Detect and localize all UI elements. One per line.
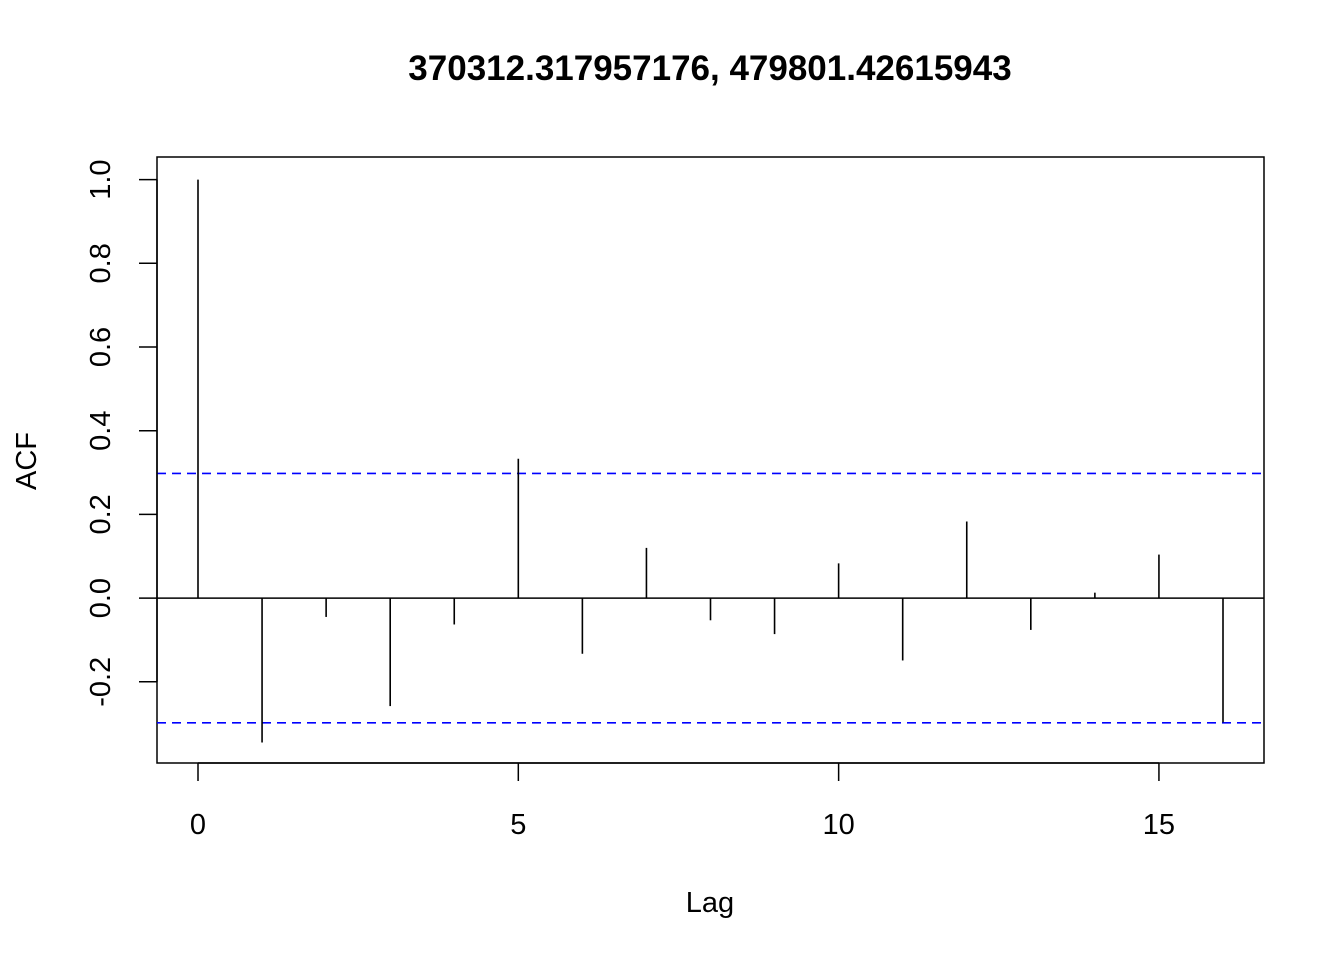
x-axis-label: Lag [686, 887, 734, 919]
acf-marks [157, 179, 1264, 743]
y-tick-label: -0.2 [85, 657, 117, 707]
y-axis: -0.2 0.0 0.2 0.4 0.6 0.8 1.0 [85, 159, 158, 707]
x-tick-label: 5 [510, 809, 526, 841]
x-tick-label: 10 [822, 809, 854, 841]
y-tick-label: 0.4 [85, 411, 117, 451]
x-tick-label: 0 [190, 809, 206, 841]
x-axis: 0 5 10 15 [190, 762, 1175, 841]
y-axis-label: ACF [11, 432, 43, 490]
chart-title: 370312.317957176, 479801.42615943 [408, 49, 1011, 88]
x-tick-label: 15 [1143, 809, 1175, 841]
y-tick-label: 0.2 [85, 494, 117, 534]
y-tick-label: 0.8 [85, 243, 117, 283]
y-tick-label: 0.0 [85, 578, 117, 618]
y-tick-label: 0.6 [85, 327, 117, 367]
y-tick-label: 1.0 [85, 159, 117, 199]
plot-frame [156, 156, 1265, 764]
